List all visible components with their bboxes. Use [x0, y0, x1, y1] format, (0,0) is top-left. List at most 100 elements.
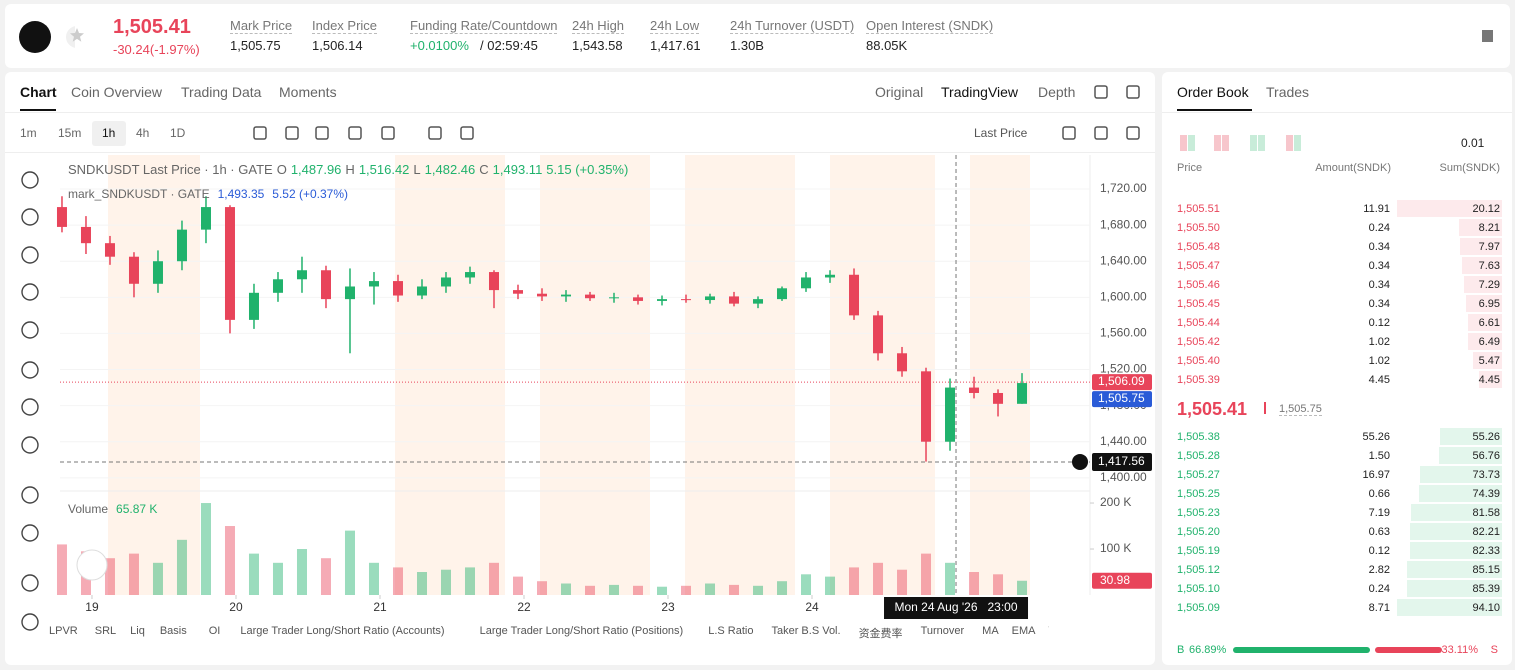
volume-bar [921, 553, 932, 595]
book-sum: 6.61 [1478, 317, 1500, 329]
x-tick-label: 23 [661, 600, 675, 614]
indicator[interactable]: SRL [94, 625, 117, 637]
layout-icon[interactable] [1188, 135, 1195, 151]
indicator[interactable]: Turnover [920, 625, 965, 637]
view-tab[interactable]: Original [875, 84, 924, 100]
toolbar-icon [285, 126, 299, 140]
legend-change: 5.15 (+0.35%) [546, 162, 629, 177]
candle-body [248, 292, 259, 320]
buy-pct: 66.89% [1189, 644, 1227, 656]
candle-body [80, 226, 91, 244]
chart-tab[interactable]: Chart [20, 84, 57, 100]
book-sum: 82.21 [1472, 526, 1500, 538]
indicator[interactable]: L.S Ratio [708, 625, 754, 637]
candle-body [464, 272, 475, 278]
chart-legend: SNDKUSDT Last Price · 1h · GATE O 1,487.96… [68, 162, 628, 177]
candle-body [585, 294, 596, 299]
indicator[interactable]: OI [208, 625, 221, 637]
y-tick-label: 1,600.00 [1100, 289, 1147, 303]
volume-bar [512, 576, 523, 595]
book-sum: 8.21 [1478, 222, 1500, 234]
indicator[interactable]: Large Trader Long/Short Ratio (Positions… [479, 625, 684, 637]
book-price: 1,505.19 [1177, 545, 1220, 557]
book-price: 1,505.23 [1177, 507, 1220, 519]
candle-body [969, 387, 980, 393]
indicator[interactable]: EMA [1011, 625, 1036, 637]
view-tab[interactable]: Depth [1038, 84, 1076, 100]
book-sum: 20.12 [1472, 203, 1500, 215]
chart-panel: Chart Coin Overview Trading Data Moments Ori… [5, 72, 1155, 665]
volume-value: 65.87 K [116, 502, 158, 516]
volume-bar [585, 585, 596, 595]
indicator[interactable]: LPVR [49, 625, 78, 637]
book-amount: 11.91 [1363, 203, 1390, 215]
candle-body [368, 281, 379, 287]
indicator[interactable]: Basis [159, 625, 187, 637]
candle-body [681, 299, 692, 301]
layout-icon[interactable] [1258, 135, 1265, 151]
book-tab[interactable]: Trades [1266, 84, 1310, 100]
last-price-box [1092, 374, 1152, 391]
order-book-panel: Order Book Trades 0.01 Price Amount(SNDK) Sum… [1162, 72, 1512, 665]
price-source[interactable]: Last Price [974, 126, 1028, 140]
layout-icon[interactable] [1286, 135, 1293, 151]
interval[interactable]: 1D [170, 126, 186, 140]
chart-tab[interactable]: Trading Data [181, 84, 262, 100]
layout-icon[interactable] [1222, 135, 1229, 151]
interval[interactable]: 4h [136, 126, 150, 140]
chart-tab[interactable]: Coin Overview [71, 84, 163, 100]
volume-bar [777, 581, 788, 595]
x-tick-label: 22 [517, 600, 531, 614]
interval[interactable]: 1m [20, 126, 37, 140]
interval[interactable]: 15m [58, 126, 82, 140]
layout-icon[interactable] [1250, 135, 1257, 151]
depth-bar [1460, 238, 1502, 255]
book-amount: 0.66 [1368, 488, 1390, 500]
candle-body [945, 387, 956, 442]
layout-icon[interactable] [1180, 135, 1187, 151]
book-amount: 8.71 [1368, 602, 1390, 614]
indicator[interactable]: Large Trader Long/Short Ratio (Accounts) [240, 625, 445, 637]
crosshair-plus [1072, 453, 1088, 470]
buy-bar [1233, 647, 1371, 653]
volume-tick-label: 100 K [1100, 541, 1131, 555]
tick-size[interactable]: 0.01 [1461, 136, 1485, 150]
x-tick-label: 24 [805, 600, 819, 614]
favorite-star[interactable] [66, 23, 96, 53]
volume-bar [873, 562, 884, 595]
layout-icon[interactable] [1294, 135, 1301, 151]
candle-body [849, 274, 860, 316]
candle-body [633, 297, 644, 301]
indicator[interactable]: Liq [130, 625, 145, 637]
tab-underline [20, 109, 56, 111]
view-tab[interactable]: TradingView [941, 84, 1019, 100]
indicator[interactable]: MA [982, 625, 999, 637]
candle-body [128, 256, 139, 284]
indicator[interactable]: 资金费率 [858, 628, 903, 640]
stat-extra: / 02:59:45 [480, 38, 538, 53]
interval[interactable]: 1h [102, 126, 116, 140]
book-amount: 4.45 [1368, 374, 1390, 386]
stat-label: Open Interest (SNDK) [866, 18, 994, 34]
mark-value: 1,493.35 [217, 187, 265, 201]
y-tick-label: 1,560.00 [1100, 326, 1147, 340]
depth-bar [1438, 447, 1502, 464]
book-icon[interactable] [1480, 28, 1496, 44]
session-shade [108, 155, 200, 595]
crosshair-price-box [1092, 452, 1152, 471]
volume-bar [56, 544, 67, 595]
layout-icon[interactable] [1214, 135, 1221, 151]
candle-body [921, 371, 932, 442]
candle-body [536, 293, 547, 297]
volume-bar [392, 567, 403, 595]
indicator[interactable]: Taker B.S Vol. [771, 625, 841, 637]
book-tab[interactable]: Order Book [1177, 84, 1249, 100]
ohlc-key: H [345, 162, 355, 177]
tv-logo [76, 549, 108, 581]
sell-pct: 33.11% [1441, 644, 1479, 656]
book-price: 1,505.50 [1177, 222, 1220, 234]
divider [1162, 112, 1512, 113]
chart-tab[interactable]: Moments [279, 84, 337, 100]
stat-label: 24h Turnover (USDT) [730, 18, 855, 34]
